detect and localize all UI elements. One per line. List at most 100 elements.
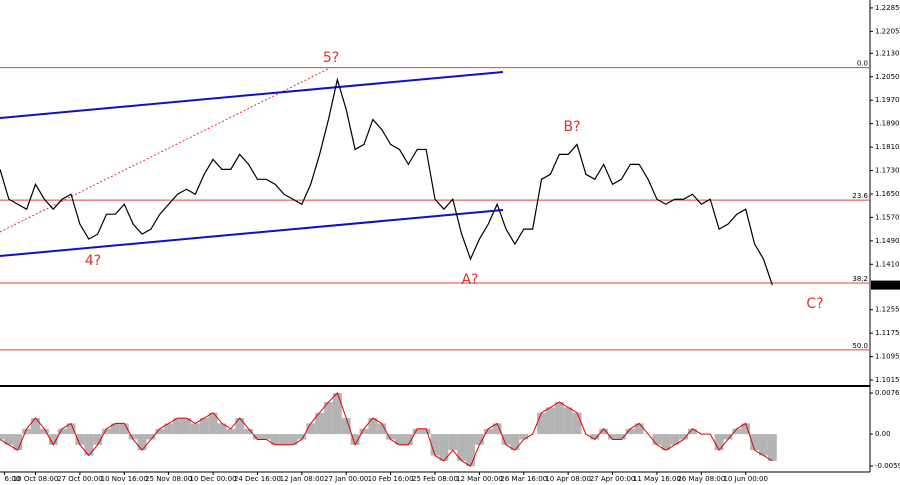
y-tick-label: 1.1490	[875, 237, 900, 245]
wave-label: C?	[806, 296, 823, 312]
histogram-bar	[66, 423, 76, 435]
trend-line	[0, 67, 331, 233]
histogram-bar	[421, 428, 431, 435]
histogram-bar	[537, 412, 546, 435]
x-tick-label: 10 Apr 08:00	[545, 475, 591, 483]
histogram-bar	[688, 428, 697, 435]
x-tick-label: 10 Nov 16:00	[101, 475, 148, 483]
y-tick-label: 0.00769	[875, 389, 900, 397]
histogram-bar	[439, 434, 449, 461]
histogram-bar	[741, 423, 751, 435]
x-tick-label: 25 Nov 08:00	[145, 475, 192, 483]
histogram-bar	[616, 434, 626, 440]
y-tick-label: 1.1015	[875, 376, 900, 384]
level-label: 23.6	[852, 192, 868, 200]
histogram-bar	[261, 434, 271, 440]
y-tick-label: 1.2285	[875, 4, 900, 12]
histogram-bar	[146, 434, 156, 440]
histogram-bar	[270, 434, 280, 445]
x-tick-label: 10 Dec 00:00	[190, 475, 237, 483]
x-tick-label: 12 Jan 08:00	[280, 475, 324, 483]
histogram-bar	[57, 428, 67, 435]
x-tick-label: 27 Apr 00:00	[590, 475, 636, 483]
histogram-bar	[670, 434, 680, 445]
y-tick-label: 1.2205	[875, 27, 900, 35]
histogram-bar	[732, 428, 742, 435]
histogram-bar	[483, 428, 493, 435]
histogram-bar	[501, 434, 511, 445]
y-tick-label: -0.00597	[875, 462, 900, 470]
histogram-bar	[190, 423, 200, 435]
histogram-bar	[759, 434, 768, 456]
channel-line	[0, 209, 504, 257]
histogram-bar	[93, 434, 103, 445]
histogram-bar	[155, 428, 165, 435]
y-tick-label: 1.1730	[875, 167, 900, 175]
y-tick-label: 1.1810	[875, 143, 900, 151]
y-tick-label: 1.1890	[875, 120, 900, 128]
histogram-bar	[137, 434, 147, 451]
histogram-bar	[368, 418, 378, 435]
signal-line	[0, 392, 773, 467]
histogram-bar	[297, 434, 307, 440]
histogram-bar	[395, 434, 404, 445]
x-tick-label: 27 Jan 00:00	[324, 475, 368, 483]
histogram-bar	[679, 434, 689, 440]
histogram-bar	[48, 434, 58, 445]
histogram-bar	[31, 418, 40, 435]
level-label: 50.0	[852, 342, 868, 350]
histogram-bar	[217, 423, 227, 435]
histogram-bar	[306, 423, 316, 435]
histogram-bar	[226, 428, 236, 435]
wave-label: B?	[563, 119, 580, 135]
histogram-bar	[412, 428, 422, 435]
price-tag	[871, 280, 900, 290]
x-tick-label: 10 Jun 00:00	[723, 475, 767, 483]
histogram-bar	[723, 434, 733, 440]
histogram-bar	[341, 418, 351, 435]
histogram-bar	[634, 423, 644, 435]
price-tag-label: 1.1339	[874, 281, 899, 289]
x-tick-label: 26 Mar 16:00	[500, 475, 547, 483]
level-label: 38.2	[852, 275, 868, 283]
histogram-bar	[652, 434, 662, 445]
x-tick-label: 11 May 16:00	[633, 475, 681, 483]
histogram-bar	[208, 412, 218, 435]
y-tick-label: 1.1095	[875, 353, 900, 361]
histogram-bar	[332, 392, 342, 435]
histogram-bar	[377, 423, 387, 435]
y-tick-label: 1.1570	[875, 213, 900, 221]
histogram-bar	[590, 434, 600, 440]
histogram-bar	[448, 434, 458, 451]
histogram-bar	[279, 434, 289, 445]
histogram-bar	[84, 434, 94, 456]
histogram-bar	[39, 428, 49, 435]
histogram-bar	[572, 412, 582, 435]
histogram-bar	[173, 418, 182, 435]
histogram-bar	[359, 428, 369, 435]
histogram-bar	[288, 434, 298, 445]
x-tick-label: 6:00	[4, 475, 20, 483]
histogram-bar	[474, 434, 484, 445]
histogram-bar	[563, 407, 573, 435]
y-tick-label: 1.2130	[875, 49, 900, 57]
histogram-bar	[545, 407, 555, 435]
histogram-bar	[164, 423, 174, 435]
histogram-bar	[519, 434, 529, 440]
x-tick-label: 26 May 08:00	[677, 475, 725, 483]
y-tick-label: 1.1970	[875, 96, 900, 104]
histogram-bar	[608, 434, 617, 440]
histogram-bar	[244, 428, 254, 435]
y-tick-label: 1.1650	[875, 190, 900, 198]
histogram-bar	[253, 434, 262, 440]
channel-line	[0, 71, 504, 119]
y-tick-label: 1.1255	[875, 306, 900, 314]
histogram-bar	[13, 434, 23, 451]
histogram-bar	[235, 418, 245, 435]
y-tick-label: 1.1410	[875, 260, 900, 268]
histogram-bar	[492, 423, 502, 435]
histogram-bar	[22, 428, 32, 435]
histogram-bar	[199, 418, 209, 435]
